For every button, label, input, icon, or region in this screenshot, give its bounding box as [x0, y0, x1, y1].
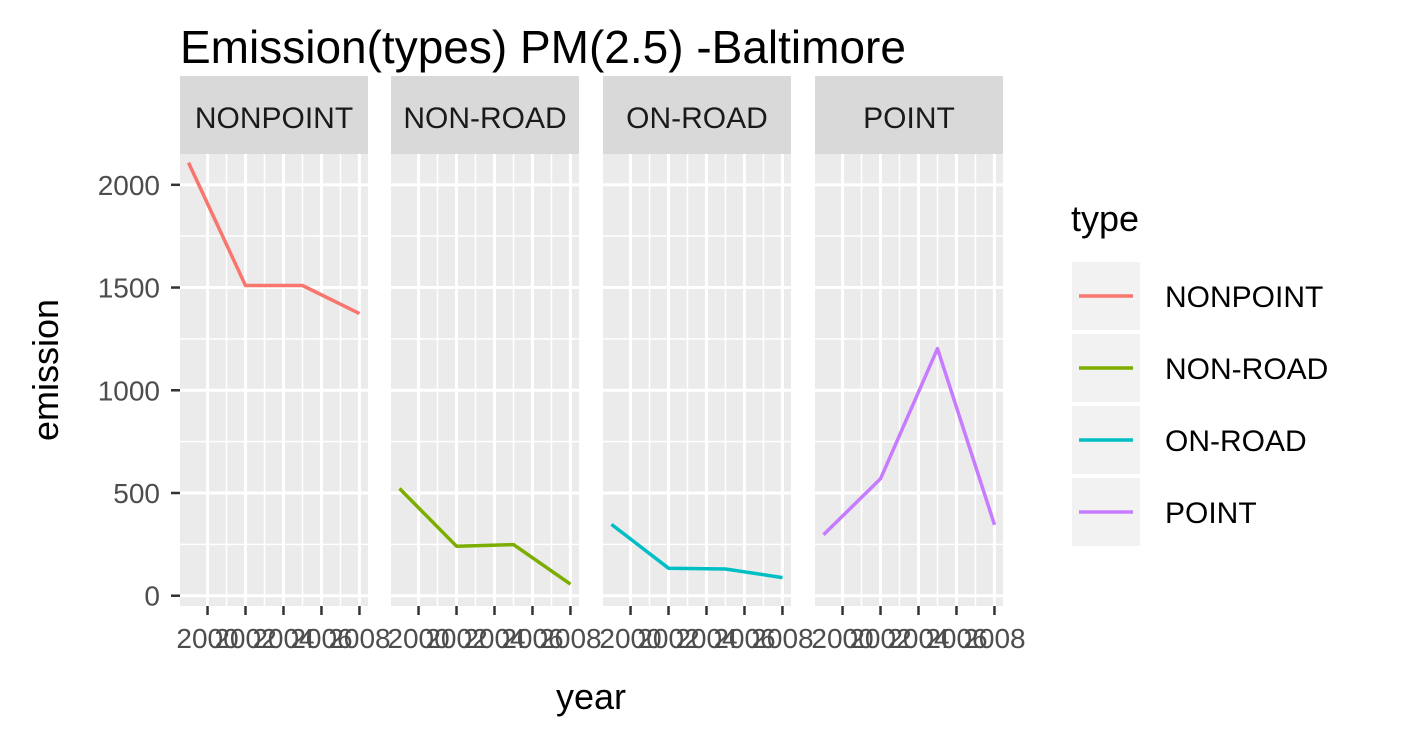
- y-tick-label: 1500: [98, 273, 160, 304]
- y-tick-label: 2000: [98, 170, 160, 201]
- x-tick-label: 2006: [925, 623, 987, 654]
- facet-strip-label: ON-ROAD: [626, 102, 768, 135]
- y-axis-title: emission: [25, 299, 66, 441]
- facet-strip: [180, 76, 368, 154]
- legend-item-on-road: ON-ROAD: [1072, 406, 1307, 474]
- facet-strip: [815, 76, 1003, 154]
- legend-label: NONPOINT: [1165, 281, 1323, 314]
- x-tick-label: 2004: [675, 623, 737, 654]
- facet-strip-label: NON-ROAD: [403, 102, 566, 135]
- legend-item-point: POINT: [1072, 478, 1257, 546]
- facet-strip: [603, 76, 791, 154]
- x-tick-label: 2008: [963, 623, 1025, 654]
- x-tick-label: 2006: [713, 623, 775, 654]
- x-tick-label: 2002: [425, 623, 487, 654]
- panel-background: [180, 154, 368, 606]
- x-tick-label: 2002: [849, 623, 911, 654]
- x-tick-label: 2002: [637, 623, 699, 654]
- x-tick-label: 2008: [751, 623, 813, 654]
- y-tick-label: 0: [144, 581, 160, 612]
- panel-background: [603, 154, 791, 606]
- chart-title: Emission(types) PM(2.5) -Baltimore: [180, 21, 906, 73]
- legend-label: NON-ROAD: [1165, 353, 1328, 386]
- x-tick-label: 2008: [539, 623, 601, 654]
- legend-label: POINT: [1165, 497, 1257, 530]
- series-line-point: [822, 346, 997, 536]
- legend-item-nonpoint: NONPOINT: [1072, 262, 1323, 330]
- legend-items: NONPOINT NON-ROAD ON-ROAD POINT: [1072, 262, 1328, 546]
- legend-label: ON-ROAD: [1165, 425, 1307, 458]
- facet-strip-label: POINT: [863, 102, 955, 135]
- x-tick-label: 2000: [811, 623, 873, 654]
- series-line-on-road: [610, 523, 783, 580]
- facet-strip: [391, 76, 579, 154]
- y-tick-label: 500: [113, 478, 160, 509]
- x-tick-label: 2002: [214, 623, 276, 654]
- panel-background: [391, 154, 579, 606]
- x-tick-label: 2004: [887, 623, 949, 654]
- facet-panels: NONPOINT20002002200420062008NON-ROAD2000…: [176, 76, 1026, 654]
- x-tick-label: 2004: [252, 623, 314, 654]
- facet-strip-label: NONPOINT: [195, 102, 353, 135]
- series-line-non-road: [398, 487, 572, 586]
- y-tick-label: 1000: [98, 375, 160, 406]
- x-tick-label: 2000: [176, 623, 238, 654]
- y-axis: 0 500 1000 1500 2000: [98, 170, 180, 612]
- legend: type NONPOINT NON-ROAD ON-ROAD POINT: [1071, 198, 1328, 546]
- legend-item-non-road: NON-ROAD: [1072, 334, 1328, 402]
- series-line-nonpoint: [186, 161, 361, 316]
- x-tick-label: 2004: [463, 623, 525, 654]
- legend-title: type: [1071, 198, 1139, 239]
- x-tick-label: 2006: [290, 623, 352, 654]
- x-tick-label: 2008: [328, 623, 390, 654]
- x-tick-label: 2000: [599, 623, 661, 654]
- x-tick-label: 2000: [387, 623, 449, 654]
- panel-background: [815, 154, 1003, 606]
- x-tick-label: 2006: [501, 623, 563, 654]
- x-axis-title: year: [556, 676, 626, 717]
